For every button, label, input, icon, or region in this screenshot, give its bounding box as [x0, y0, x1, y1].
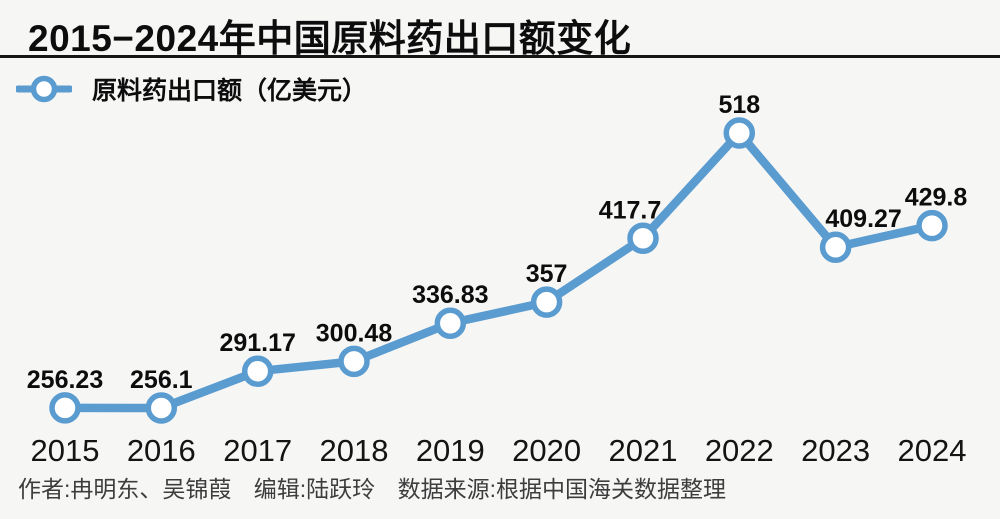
- data-point-marker-2017: [241, 355, 274, 387]
- x-axis-label-2016: 2016: [127, 433, 196, 468]
- title-divider: [0, 55, 1000, 58]
- legend-line-marker-icon: [16, 75, 72, 103]
- data-point-marker-2022: [723, 117, 756, 149]
- data-point-label-2020: 357: [526, 260, 568, 288]
- data-point-marker-2021: [627, 222, 659, 255]
- data-point-label-2023: 409.27: [825, 205, 901, 233]
- x-axis-label-2019: 2019: [416, 433, 485, 468]
- data-point-label-2018: 300.48: [316, 319, 393, 347]
- series-line: [60, 128, 937, 413]
- footer-source: 数据来源:根据中国海关数据整理: [397, 476, 726, 502]
- x-axis-label-2024: 2024: [898, 433, 967, 468]
- data-point-label-2022: 518: [718, 91, 760, 119]
- x-axis-label-2021: 2021: [609, 433, 678, 468]
- x-axis-label-2022: 2022: [705, 433, 774, 468]
- footer-editor: 编辑:陆跃玲: [253, 476, 376, 502]
- x-axis-label-2017: 2017: [223, 433, 292, 468]
- data-point-marker-2018: [338, 345, 370, 378]
- data-point-label-2015: 256.23: [27, 366, 103, 394]
- data-point-label-2019: 336.83: [412, 281, 488, 309]
- data-point-marker-2024: [916, 209, 948, 242]
- data-point-label-2016: 256.1: [130, 366, 193, 394]
- data-point-marker-2023: [819, 231, 852, 263]
- data-point-label-2021: 417.7: [599, 196, 662, 224]
- data-point-marker-2019: [434, 307, 467, 339]
- footer-author: 作者:冉明东、吴锦葭: [18, 476, 232, 502]
- legend: 原料药出口额（亿美元）: [16, 74, 368, 105]
- x-axis-label-2015: 2015: [31, 433, 100, 468]
- page-title: 2015−2024年中国原料药出口额变化: [28, 18, 632, 59]
- data-point-label-2024: 429.8: [905, 184, 968, 212]
- x-axis-label-2020: 2020: [512, 433, 581, 468]
- footer-credits: 作者:冉明东、吴锦葭 编辑:陆跃玲 数据来源:根据中国海关数据整理: [18, 476, 726, 503]
- x-axis-label-2018: 2018: [320, 433, 389, 468]
- data-point-label-2017: 291.17: [219, 329, 295, 357]
- x-axis-label-2023: 2023: [801, 433, 870, 468]
- data-point-marker-2016: [145, 392, 178, 424]
- data-point-marker-2015: [49, 392, 81, 424]
- data-point-marker-2020: [530, 286, 563, 318]
- legend-label: 原料药出口额（亿美元）: [92, 77, 368, 105]
